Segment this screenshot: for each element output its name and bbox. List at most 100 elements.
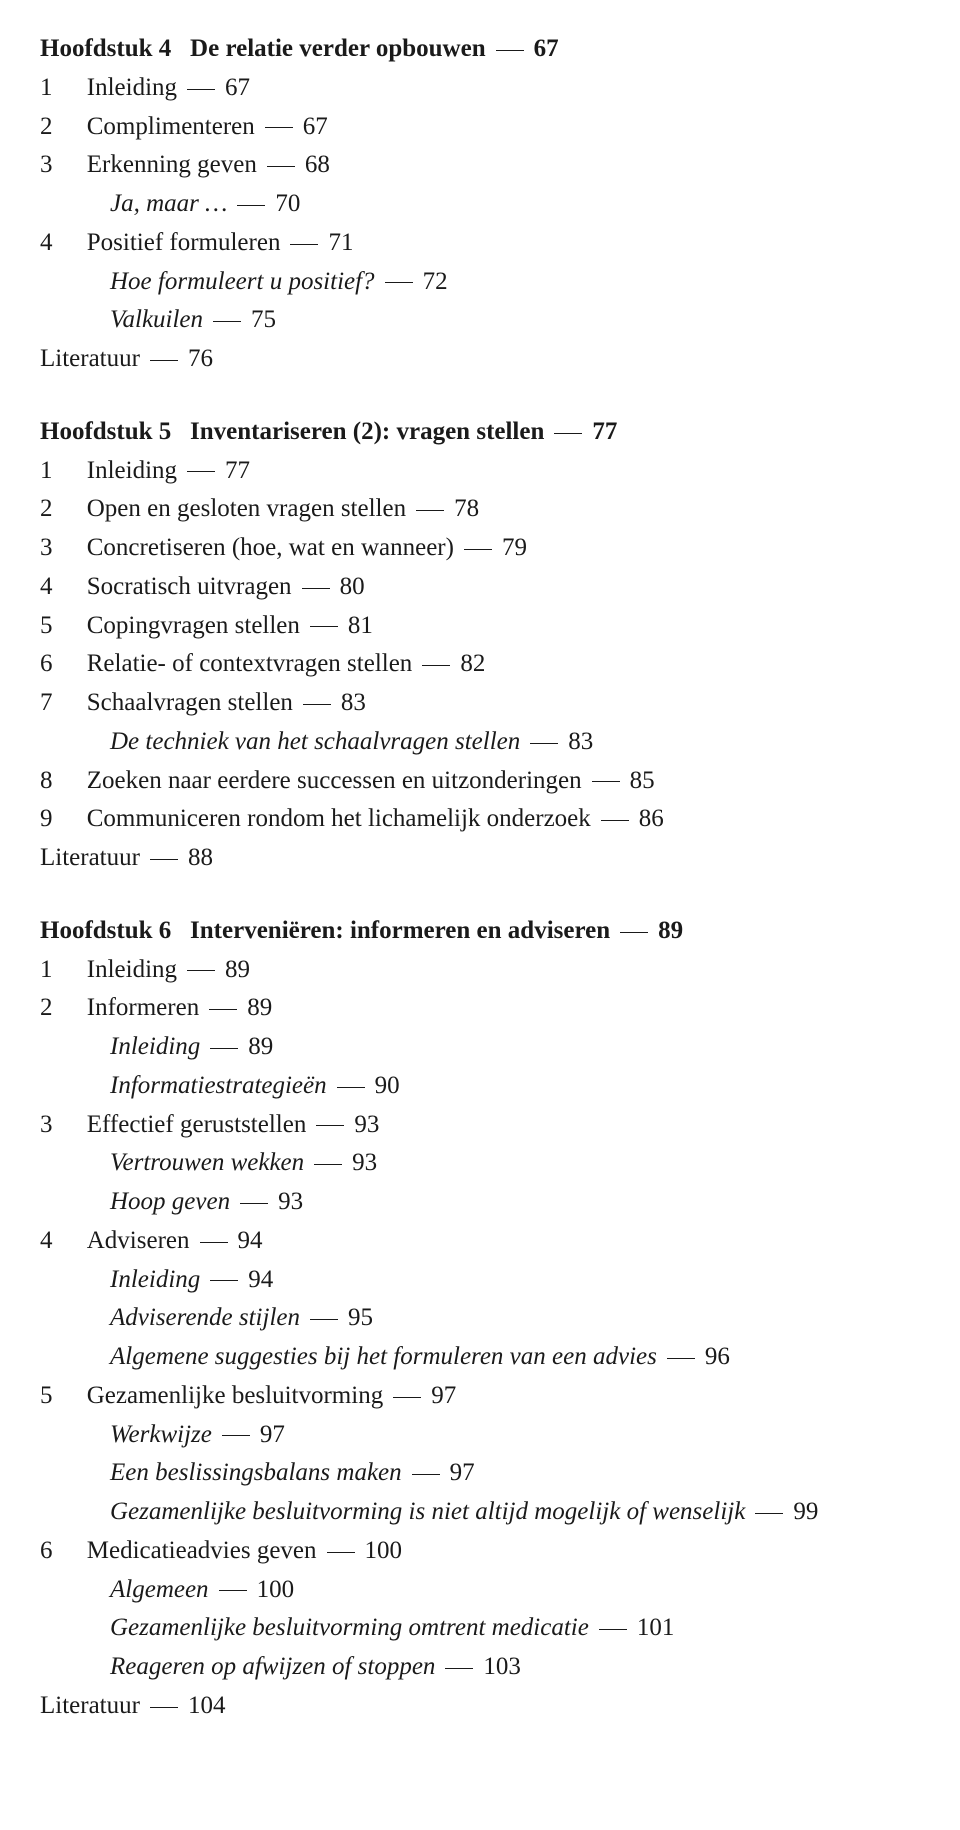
dash-separator: [620, 932, 648, 933]
literature-page: 88: [188, 844, 213, 871]
dash-separator: [464, 549, 492, 550]
dash-separator: [314, 1164, 342, 1165]
entry-number: 2: [40, 490, 68, 529]
entry-text: Communiceren rondom het lichamelijk onde…: [87, 805, 591, 832]
entry-text: Inleiding: [87, 74, 177, 101]
toc-entry: 6 Relatie- of contextvragen stellen82: [40, 645, 920, 684]
dash-separator: [222, 1435, 250, 1436]
dash-separator: [290, 244, 318, 245]
entry-text: Inleiding: [87, 956, 177, 983]
subentry-text: Werkwijze: [110, 1421, 212, 1448]
toc-entry: 4 Adviseren94: [40, 1222, 920, 1261]
dash-separator: [150, 859, 178, 860]
subentry-page: 83: [568, 728, 593, 755]
dash-separator: [445, 1668, 473, 1669]
entry-page: 94: [238, 1227, 263, 1254]
toc-entry: 2 Complimenteren67: [40, 108, 920, 147]
toc-subentry: Algemene suggesties bij het formuleren v…: [40, 1338, 920, 1377]
subentry-text: Algemene suggesties bij het formuleren v…: [110, 1343, 657, 1370]
toc-entry: 1 Inleiding 89: [40, 951, 920, 990]
dash-separator: [187, 89, 215, 90]
dash-separator: [267, 166, 295, 167]
chapter-heading: Hoofdstuk 6 Interveniëren: informeren en…: [40, 912, 920, 951]
entry-number: 5: [40, 607, 68, 646]
entry-page: 89: [225, 956, 250, 983]
entry-page: 80: [340, 573, 365, 600]
chapter-title: Interveniëren: informeren en adviseren: [190, 917, 610, 944]
subentry-page: 101: [637, 1614, 675, 1641]
dash-separator: [200, 1242, 228, 1243]
toc-subentry: Een beslissingsbalans maken97: [40, 1454, 920, 1493]
dash-separator: [240, 1203, 268, 1204]
entry-text: Copingvragen stellen: [87, 612, 300, 639]
toc-subentry: Werkwijze 97: [40, 1416, 920, 1455]
entry-page: 79: [502, 534, 527, 561]
toc-subentry: Adviserende stijlen95: [40, 1299, 920, 1338]
toc-subentry: Inleiding94: [40, 1261, 920, 1300]
toc-literature: Literatuur104: [40, 1687, 920, 1726]
toc-subentry: Ja, maar … 70: [40, 185, 920, 224]
entry-text: Gezamenlijke besluitvorming: [87, 1382, 383, 1409]
toc-entry: 9 Communiceren rondom het lichamelijk on…: [40, 800, 920, 839]
dash-separator: [237, 205, 265, 206]
entry-text: Inleiding: [87, 457, 177, 484]
entry-text: Schaalvragen stellen: [87, 689, 293, 716]
subentry-page: 96: [705, 1343, 730, 1370]
subentry-text: Ja, maar …: [110, 190, 227, 217]
entry-text: Relatie- of contextvragen stellen: [87, 650, 413, 677]
toc-subentry: Gezamenlijke besluitvorming is niet alti…: [40, 1493, 920, 1532]
dash-separator: [213, 321, 241, 322]
subentry-text: Valkuilen: [110, 306, 203, 333]
entry-page: 85: [630, 767, 655, 794]
entry-page: 81: [348, 612, 373, 639]
dash-separator: [187, 970, 215, 971]
chapter-block: Hoofdstuk 6 Interveniëren: informeren en…: [40, 912, 920, 1726]
entry-number: 8: [40, 762, 68, 801]
subentry-page: 99: [793, 1498, 818, 1525]
entry-number: 1: [40, 69, 68, 108]
literature-text: Literatuur: [40, 345, 140, 372]
subentry-page: 103: [483, 1653, 521, 1680]
literature-text: Literatuur: [40, 1692, 140, 1719]
toc-entry: 7 Schaalvragen stellen 83: [40, 684, 920, 723]
entry-number: 9: [40, 800, 68, 839]
entry-number: 5: [40, 1377, 68, 1416]
entry-page: 83: [341, 689, 366, 716]
dash-separator: [150, 360, 178, 361]
toc-entry: 1 Inleiding77: [40, 452, 920, 491]
toc-entry: 5 Gezamenlijke besluitvorming97: [40, 1377, 920, 1416]
dash-separator: [209, 1009, 237, 1010]
chapter-page: 89: [658, 917, 683, 944]
entry-page: 78: [454, 495, 479, 522]
toc-subentry: Gezamenlijke besluitvorming omtrent medi…: [40, 1609, 920, 1648]
entry-number: 6: [40, 1532, 68, 1571]
toc-entry: 6 Medicatieadvies geven100: [40, 1532, 920, 1571]
toc-entry: 5 Copingvragen stellen 81: [40, 607, 920, 646]
chapter-page: 67: [534, 35, 559, 62]
entry-number: 7: [40, 684, 68, 723]
entry-text: Erkenning geven: [87, 151, 257, 178]
subentry-page: 70: [275, 190, 300, 217]
entry-page: 89: [247, 994, 272, 1021]
subentry-page: 94: [248, 1266, 273, 1293]
dash-separator: [265, 127, 293, 128]
chapter-prefix: Hoofdstuk 5: [40, 418, 171, 445]
entry-number: 1: [40, 951, 68, 990]
entry-number: 1: [40, 452, 68, 491]
subentry-text: Hoop geven: [110, 1188, 230, 1215]
dash-separator: [210, 1048, 238, 1049]
toc-entry: 4 Socratisch uitvragen80: [40, 568, 920, 607]
subentry-page: 100: [257, 1576, 295, 1603]
dash-separator: [310, 626, 338, 627]
dash-separator: [422, 665, 450, 666]
entry-text: Socratisch uitvragen: [87, 573, 292, 600]
entry-page: 93: [354, 1111, 379, 1138]
subentry-page: 89: [248, 1033, 273, 1060]
entry-text: Open en gesloten vragen stellen: [87, 495, 406, 522]
subentry-page: 97: [260, 1421, 285, 1448]
subentry-text: Hoe formuleert u positief?: [110, 268, 375, 295]
toc-literature: Literatuur76: [40, 340, 920, 379]
entry-page: 67: [303, 113, 328, 140]
dash-separator: [416, 510, 444, 511]
chapter-title: De relatie verder opbouwen: [190, 35, 486, 62]
